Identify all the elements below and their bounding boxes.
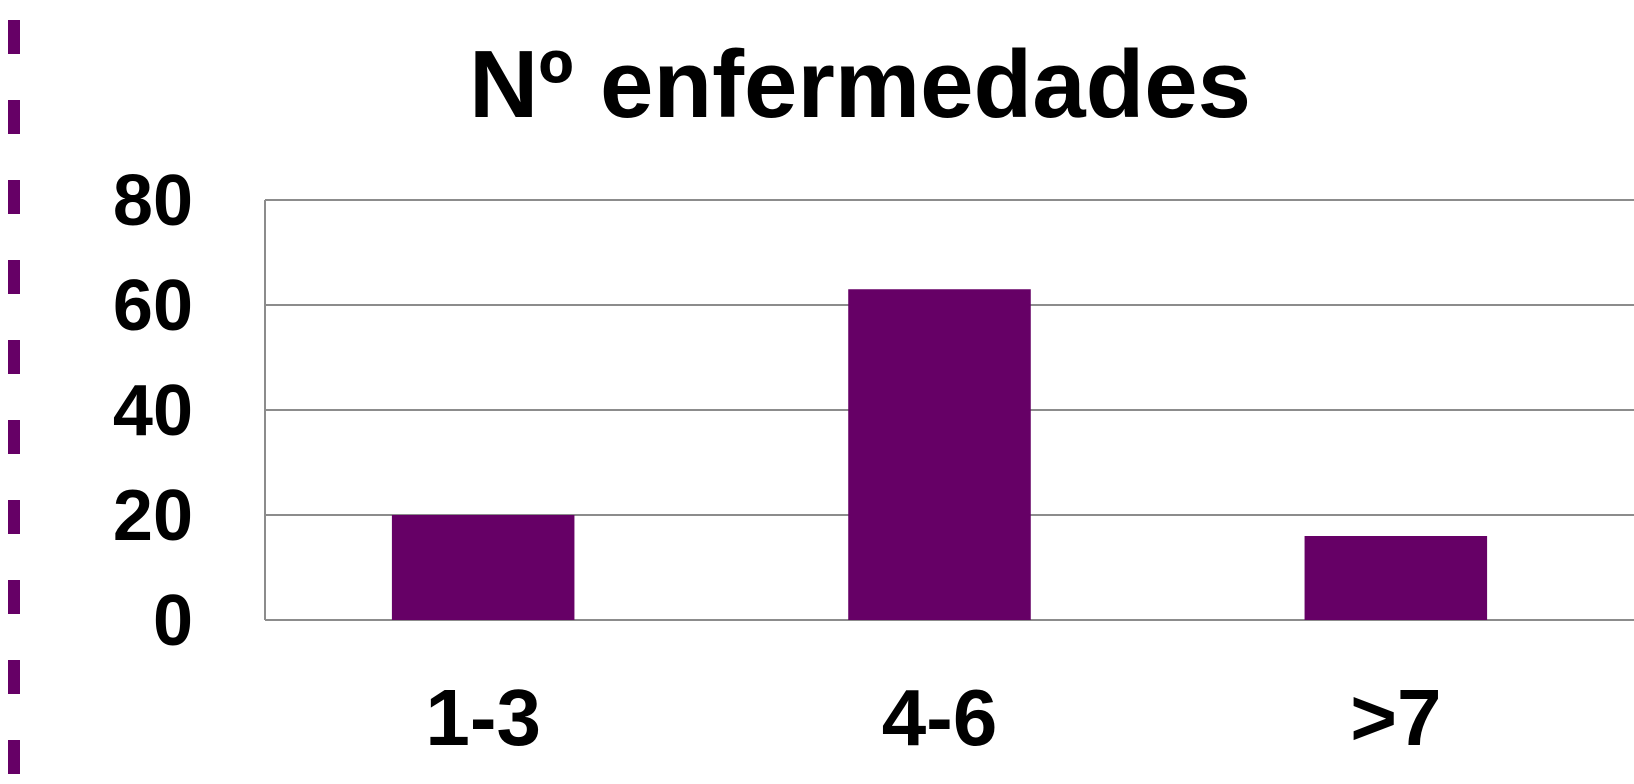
border-dash [8,260,20,294]
y-tick-label: 20 [113,476,193,556]
bar [1304,536,1488,620]
border-dash [8,420,20,454]
x-category-label: >7 [1350,673,1441,762]
x-category-label: 4-6 [882,673,998,762]
border-dash [8,100,20,134]
chart-title: Nº enfermedades [468,31,1251,138]
border-dash [8,660,20,694]
y-tick-label: 40 [113,371,193,451]
border-dash [8,180,20,214]
border-dash [8,340,20,374]
y-tick-label: 60 [113,266,193,346]
border-dash [8,20,20,54]
border-dash [8,580,20,614]
bar [391,515,575,620]
border-dash [8,500,20,534]
y-tick-label: 0 [153,581,193,661]
x-category-label: 1-3 [425,673,541,762]
border-dash [8,740,20,774]
y-tick-label: 80 [113,161,193,241]
bar [848,289,1031,620]
